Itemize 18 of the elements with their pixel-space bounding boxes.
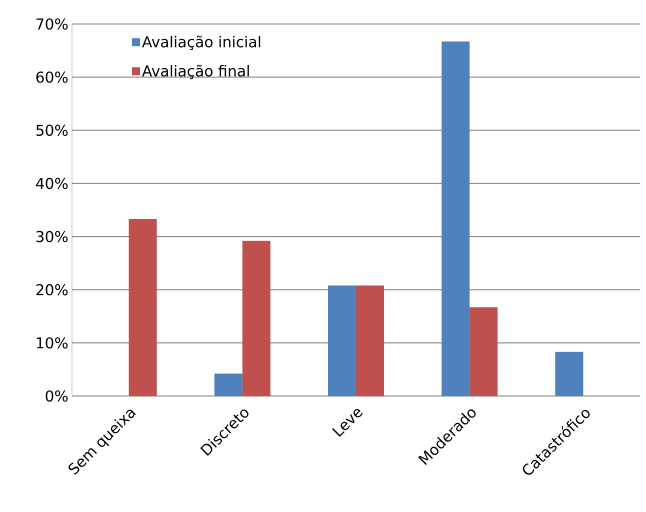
y-tick-label: 10% <box>36 337 68 349</box>
bar <box>242 240 270 396</box>
legend-label: Avaliação inicial <box>142 36 260 50</box>
y-tick-label: 70% <box>36 18 68 30</box>
bar <box>328 285 356 396</box>
bar <box>356 285 384 396</box>
y-tick-label: 30% <box>36 230 68 242</box>
y-tick-label: 60% <box>36 71 68 83</box>
bar <box>214 374 242 396</box>
legend-label: Avaliação final <box>142 64 249 80</box>
bar <box>555 352 584 396</box>
y-tick-label: 20% <box>36 284 68 296</box>
y-tick-label: 0% <box>46 390 68 402</box>
y-tick-label: 50% <box>36 124 68 136</box>
bar <box>470 307 498 396</box>
bar <box>442 42 470 396</box>
bar <box>128 219 157 396</box>
y-tick-label: 40% <box>36 178 68 190</box>
